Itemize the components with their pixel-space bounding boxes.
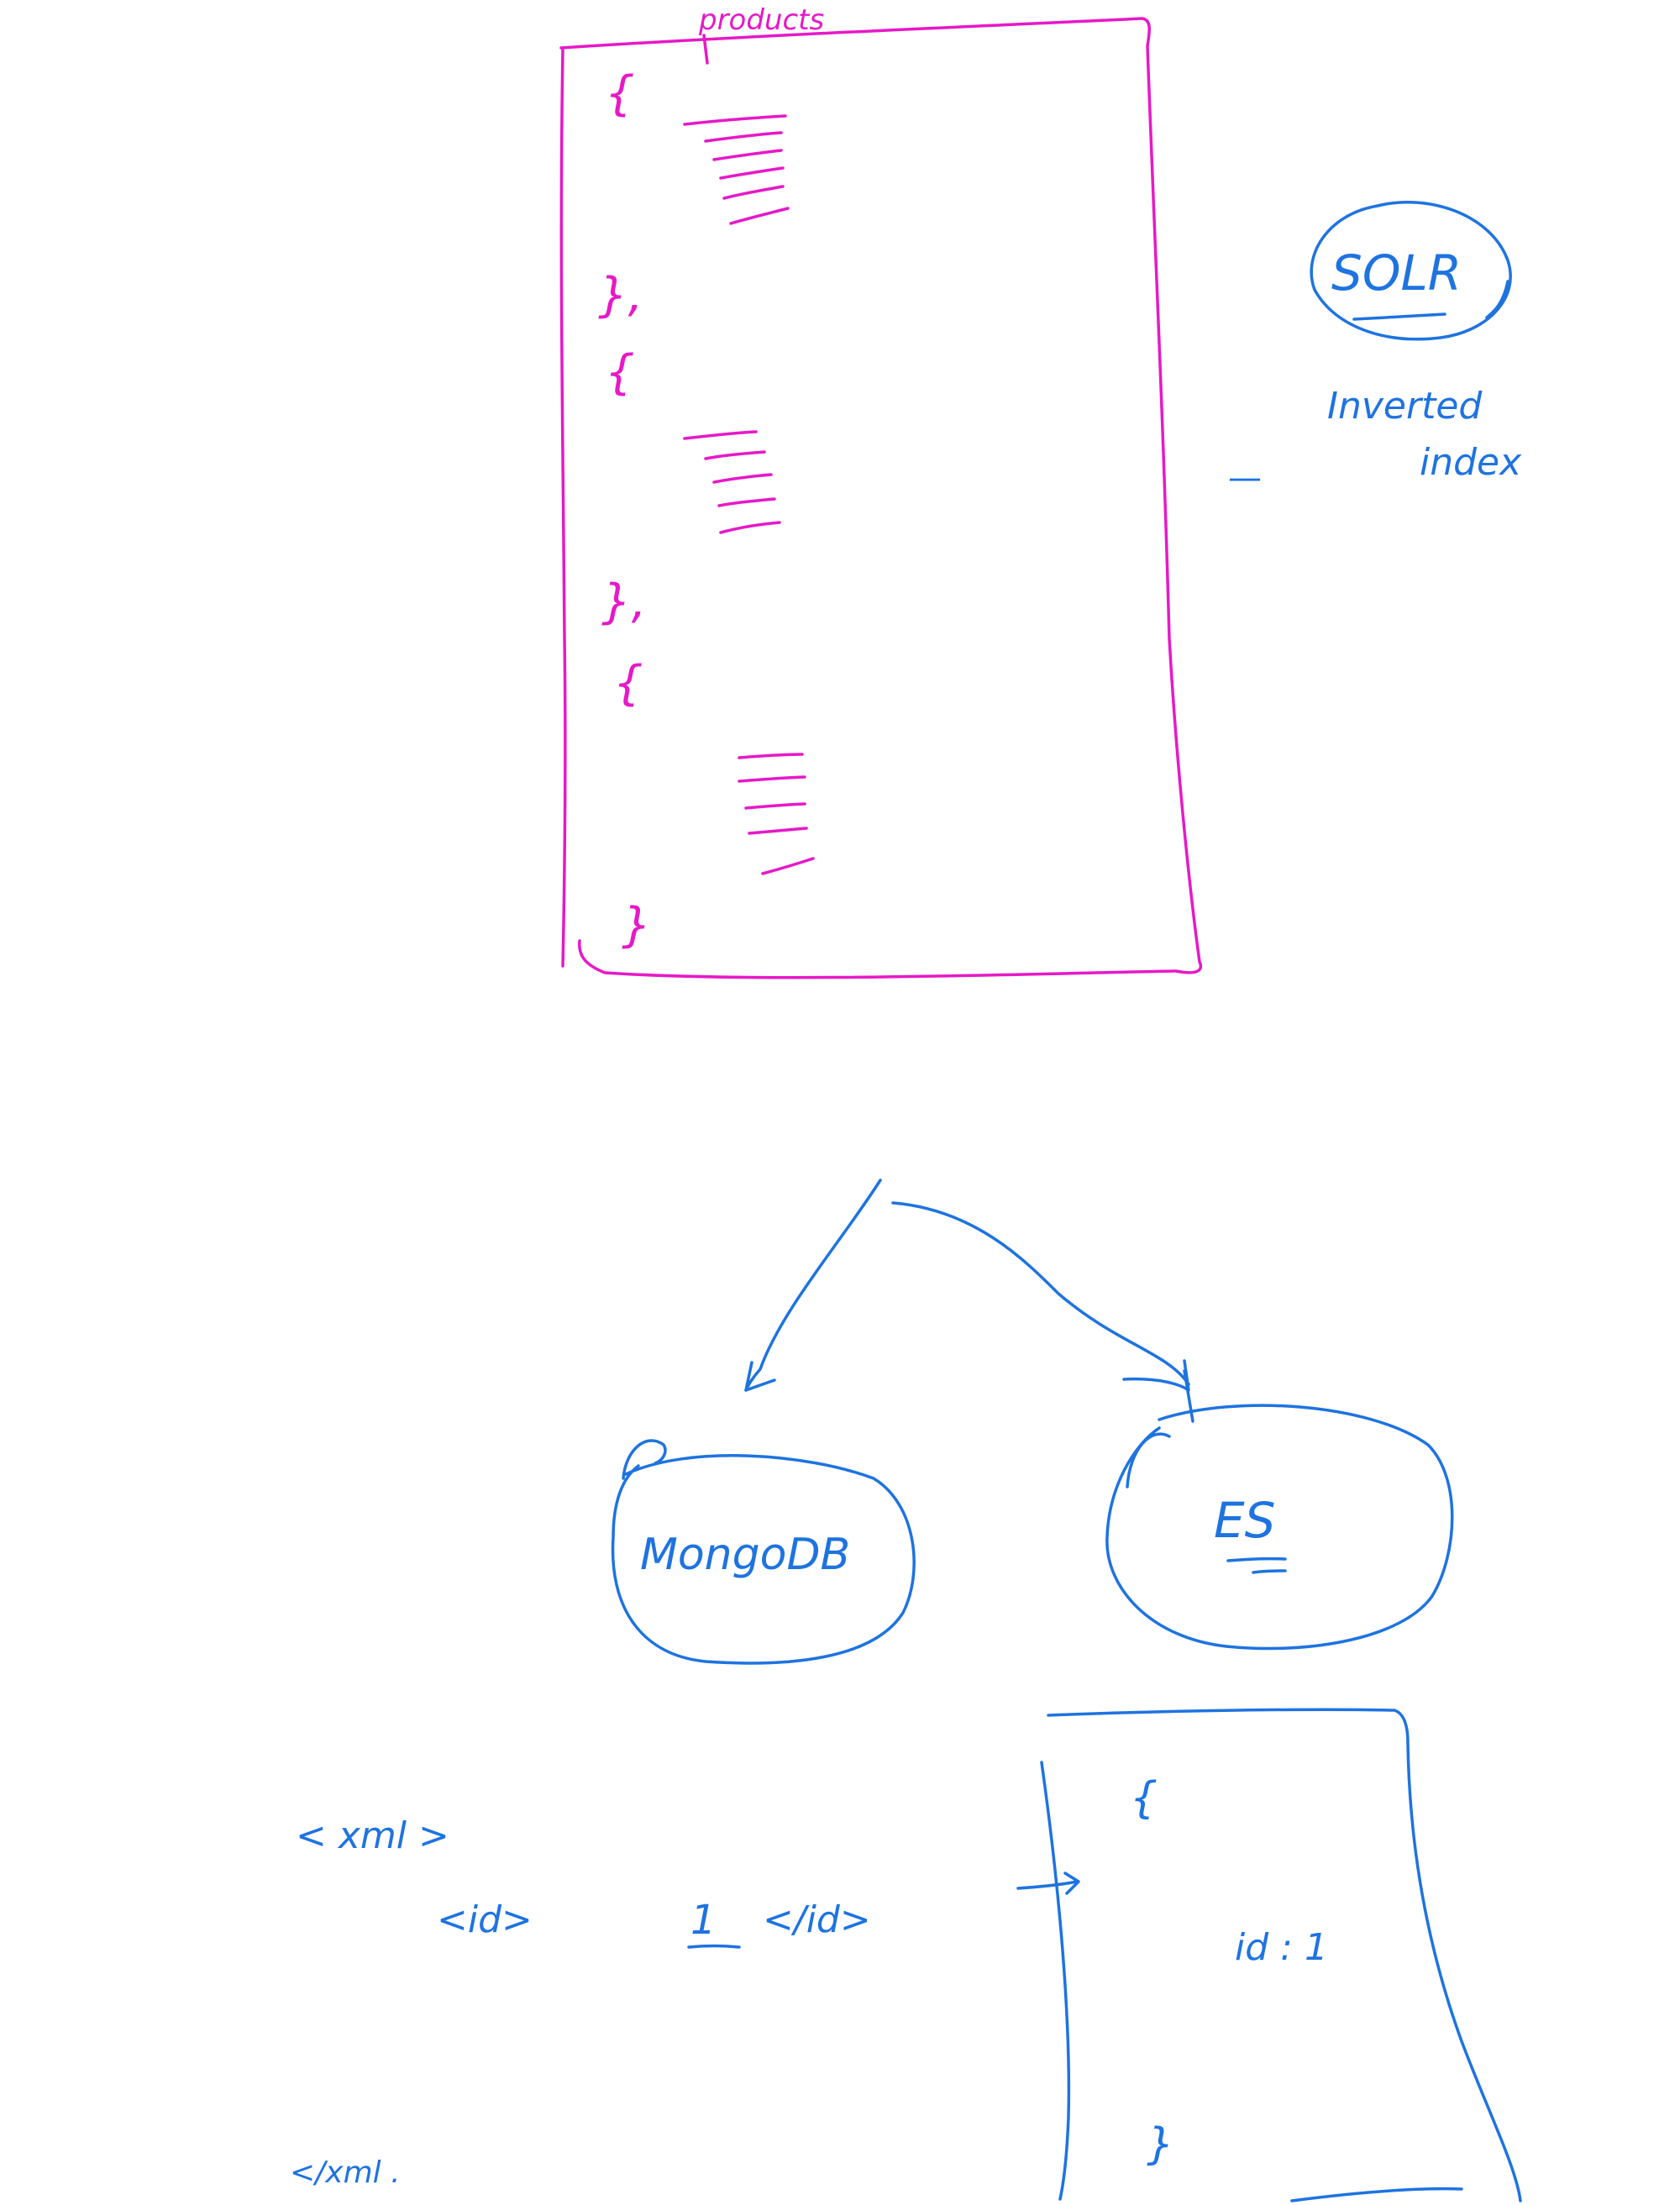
arrow-to-mongodb: [744, 1179, 882, 1392]
solr-underline: [1352, 312, 1446, 321]
brace-open-1: {: [605, 66, 635, 121]
conversion-arrow-line: [1016, 1880, 1079, 1890]
es-outline: [1105, 1404, 1454, 1651]
brace-close-2: },: [601, 575, 646, 629]
field-lines-3: [738, 753, 815, 875]
mongodb-label: MongoDB: [640, 1530, 850, 1580]
xml-open-tag: < xml >: [296, 1814, 449, 1857]
conversion-arrow: [1016, 1872, 1080, 1895]
products-title-underline: [702, 34, 709, 65]
json-doc-box: { id : 1 }: [1040, 1708, 1522, 2202]
doc-box-bottom-edge: [1290, 2187, 1463, 2202]
xml-id-close: </id>: [763, 1898, 871, 1941]
doc-open-brace: {: [1130, 1773, 1158, 1824]
products-collection-sketch: products { }, { }, { }: [559, 3, 1203, 979]
xml-close-tag: </xml .: [290, 2155, 401, 2190]
solr-caption-line1: Inverted: [1327, 385, 1483, 428]
arrow-to-mongodb-head: [744, 1361, 776, 1392]
brace-close-3: }: [622, 898, 652, 953]
mongodb-outline-hook: [622, 1439, 667, 1480]
doc-field-id: id : 1: [1235, 1926, 1328, 1969]
arrow-to-es-head: [1122, 1359, 1190, 1392]
arrow-to-es: [891, 1201, 1190, 1386]
mongodb-outline: [611, 1454, 916, 1665]
conversion-arrow-tick: [1063, 1872, 1080, 1895]
mongodb-node: MongoDB: [611, 1439, 916, 1665]
solr-outline-extra: [1485, 280, 1509, 319]
products-title: products: [698, 3, 824, 37]
es-node: ES: [1105, 1404, 1454, 1651]
brace-close-1: },: [598, 268, 643, 323]
products-box-outline: [559, 17, 1203, 979]
es-label: ES: [1214, 1492, 1275, 1549]
solr-sketch: SOLR Inverted index —: [1228, 200, 1522, 497]
solr-outline: [1310, 200, 1512, 341]
field-lines-2: [683, 430, 781, 534]
xml-id-open: <id>: [437, 1898, 533, 1941]
doc-box-outline: [1047, 1708, 1522, 2202]
xml-id-value-underline: [687, 1944, 741, 1949]
solr-label: SOLR: [1331, 244, 1462, 302]
solr-caption-line2: index: [1420, 441, 1522, 484]
es-outline-hook: [1126, 1432, 1171, 1488]
doc-close-brace: }: [1147, 2119, 1174, 2170]
brace-open-3: {: [613, 656, 643, 711]
xml-id-value: 1: [690, 1897, 717, 1944]
xml-snippet: < xml > <id> 1 </id> </xml .: [290, 1814, 871, 2190]
field-lines-1: [683, 114, 790, 225]
brace-open-2: {: [605, 345, 635, 400]
solr-dash: —: [1228, 459, 1262, 497]
es-underline: [1226, 1557, 1287, 1574]
doc-box-left-edge: [1040, 1761, 1071, 2201]
split-arrows: [744, 1179, 1194, 1423]
